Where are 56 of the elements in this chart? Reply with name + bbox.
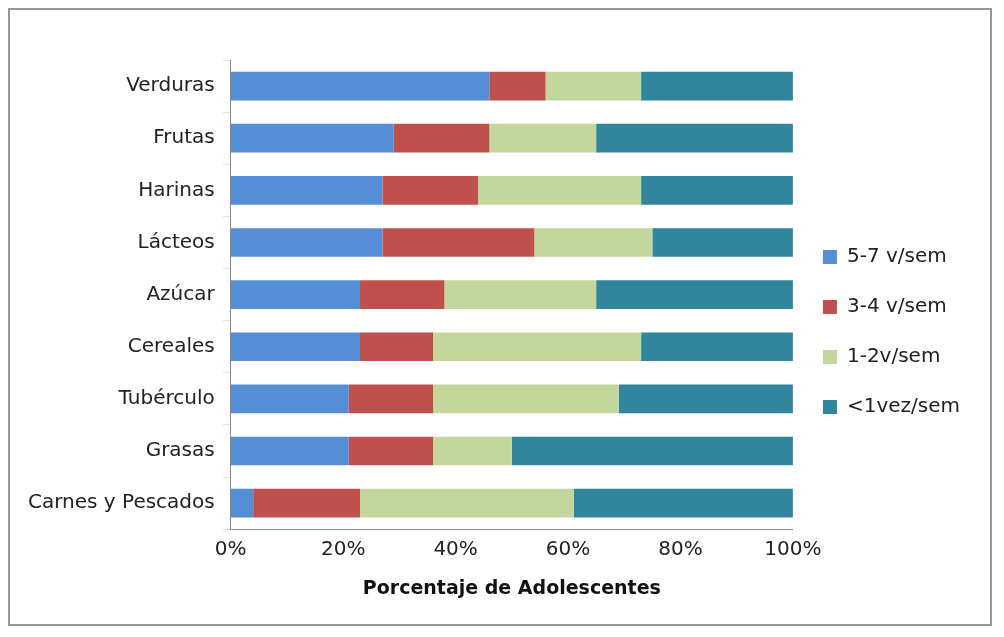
bar bbox=[382, 176, 479, 205]
bar bbox=[596, 280, 793, 309]
bar bbox=[652, 228, 793, 257]
bar bbox=[444, 280, 597, 309]
bar bbox=[489, 71, 546, 101]
bar bbox=[433, 436, 512, 466]
y-tick-label: Frutas bbox=[153, 124, 215, 149]
bar bbox=[433, 332, 642, 362]
bar bbox=[382, 228, 535, 257]
legend-label: <1vez/sem bbox=[846, 393, 961, 418]
bar bbox=[230, 332, 361, 362]
bar bbox=[641, 176, 793, 205]
bar bbox=[230, 280, 361, 309]
bar bbox=[545, 71, 642, 101]
bar bbox=[253, 488, 361, 518]
bar bbox=[511, 436, 793, 466]
y-tick-label: Carnes y Pescados bbox=[28, 489, 215, 514]
bar bbox=[230, 176, 383, 205]
bar bbox=[360, 488, 574, 518]
bar bbox=[230, 71, 490, 101]
y-tick-label: Harinas bbox=[138, 176, 215, 201]
legend-label: 1-2v/sem bbox=[846, 343, 941, 368]
y-tick-label: Cereales bbox=[127, 332, 215, 357]
bar bbox=[230, 384, 349, 414]
bar bbox=[360, 332, 434, 362]
y-tick-label: Grasas bbox=[145, 437, 215, 462]
bar bbox=[641, 71, 793, 101]
bar bbox=[489, 123, 597, 153]
bar bbox=[360, 280, 445, 309]
x-tick-label: 40% bbox=[433, 536, 478, 561]
bar bbox=[596, 123, 793, 153]
bar bbox=[230, 228, 383, 257]
bar bbox=[348, 436, 434, 466]
bar bbox=[573, 488, 793, 518]
bar bbox=[534, 228, 653, 257]
x-axis-title: Porcentaje de Adolescentes bbox=[362, 575, 661, 598]
bar bbox=[230, 123, 394, 153]
y-tick-label: Tubérculo bbox=[117, 385, 215, 410]
bar bbox=[618, 384, 793, 414]
y-tick-label: Verduras bbox=[126, 72, 215, 97]
bar bbox=[348, 384, 434, 414]
x-tick-label: 20% bbox=[320, 536, 366, 561]
y-tick-label: Lácteos bbox=[137, 228, 215, 253]
x-tick-label: 100% bbox=[764, 536, 822, 561]
bar bbox=[478, 176, 642, 205]
bar bbox=[641, 332, 793, 362]
x-tick-label: 80% bbox=[658, 536, 703, 561]
bar bbox=[393, 123, 490, 153]
bar bbox=[433, 384, 619, 414]
legend-label: 3-4 v/sem bbox=[846, 293, 947, 318]
y-tick-label: Azúcar bbox=[146, 280, 216, 305]
bar bbox=[230, 488, 254, 518]
x-tick-label: 60% bbox=[545, 536, 591, 561]
legend-label: 5-7 v/sem bbox=[846, 243, 947, 268]
bar bbox=[230, 436, 349, 466]
x-tick-label: 0% bbox=[214, 536, 247, 561]
